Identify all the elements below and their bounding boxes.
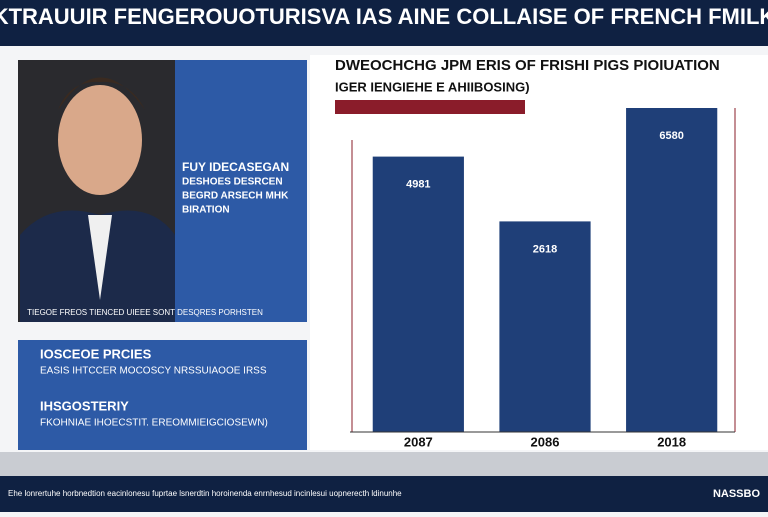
x-tick-label: 2087 (404, 434, 433, 449)
footer-brand: NASSBO (713, 488, 761, 500)
info-panel (18, 340, 307, 450)
bar (372, 156, 464, 432)
photo-line: DESHOES DESRCEN (182, 177, 283, 188)
subtitle-underline (335, 100, 525, 114)
info-text: EASIS IHTCCER MOCOSCY NRSSUIAOOE IRSS (40, 366, 267, 377)
footer-band (0, 452, 768, 476)
value-label: 2618 (533, 243, 557, 255)
photo-line: BEGRD ARSECH MHK (182, 191, 289, 202)
footer-text: Ehe lonrertuhe horbnedtion eacinlonesu f… (8, 489, 402, 498)
x-tick-label: 2086 (531, 434, 560, 449)
bar (499, 221, 591, 432)
value-label: 6580 (659, 130, 683, 142)
x-tick-label: 2018 (657, 434, 686, 449)
photo-caption: TIEGOE FREOS TIENCED UIEEE SONT DESQRES … (27, 308, 263, 317)
header-bar (0, 0, 768, 46)
value-label: 4981 (406, 179, 430, 191)
photo-shirt (88, 215, 112, 300)
footer-bar (0, 476, 768, 512)
photo-side-panel (175, 60, 307, 322)
bar (626, 108, 718, 432)
chart-title: DWEOCHCHG JPM ERIS OF FRISHI PIGS PIOIUA… (335, 57, 720, 74)
info-text: FKOHNIAE IHOECSTIT. EREOMMIEIGCIOSEWN) (40, 418, 268, 429)
photo-line: BIRATION (182, 205, 230, 216)
chart-subtitle: IGER IENGIEHE E AHIIBOSING) (335, 79, 530, 94)
info-heading: IOSCEOE PRCIES (40, 346, 152, 361)
info-heading: IHSGOSTERIY (40, 398, 129, 413)
header-title: KTRAUUIR FENGEROUOTURISVA IAS AINE COLLA… (0, 4, 768, 29)
photo-line: FUY IDECASEGAN (182, 160, 289, 174)
photo-face (58, 85, 142, 195)
